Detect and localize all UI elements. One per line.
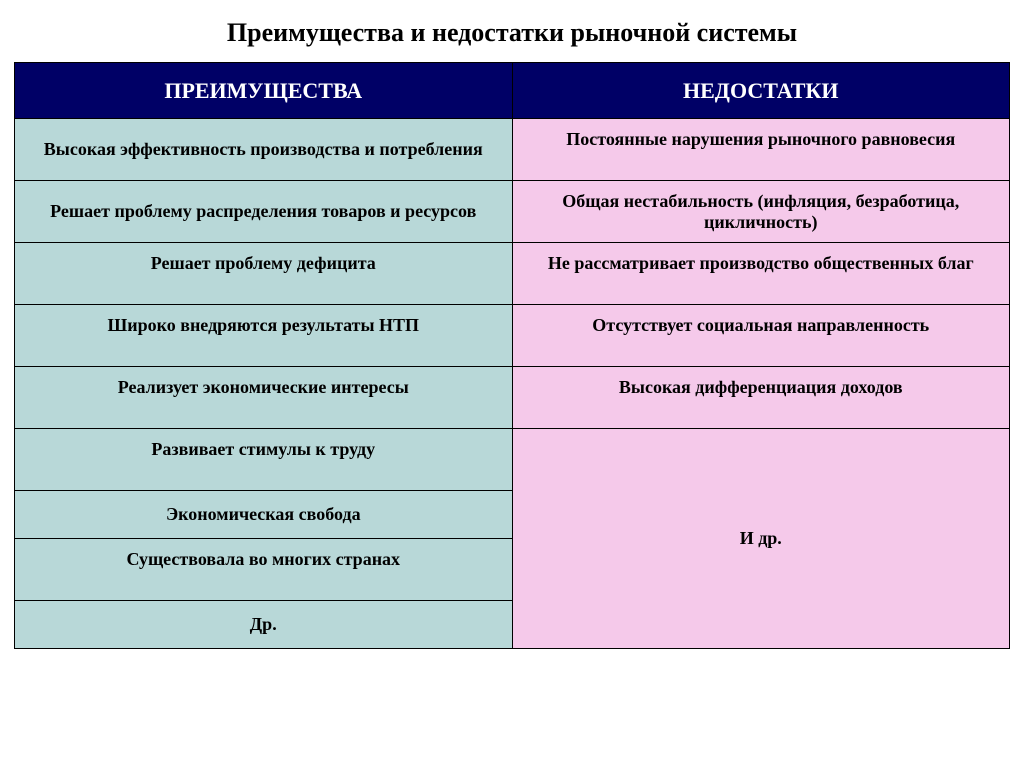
advantage-cell: Существовала во многих странах <box>15 539 513 601</box>
disadvantage-cell: Высокая дифференциация доходов <box>512 367 1010 429</box>
advantage-cell: Высокая эффективность производства и пот… <box>15 119 513 181</box>
table-header-row: ПРЕИМУЩЕСТВА НЕДОСТАТКИ <box>15 63 1010 119</box>
advantage-cell: Решает проблему распределения товаров и … <box>15 181 513 243</box>
advantage-cell: Решает проблему дефицита <box>15 243 513 305</box>
table-row: Высокая эффективность производства и пот… <box>15 119 1010 181</box>
table-row: Развивает стимулы к труду И др. <box>15 429 1010 491</box>
header-advantages: ПРЕИМУЩЕСТВА <box>15 63 513 119</box>
disadvantage-cell: Постоянные нарушения рыночного равновеси… <box>512 119 1010 181</box>
header-disadvantages: НЕДОСТАТКИ <box>512 63 1010 119</box>
table-row: Широко внедряются результаты НТП Отсутст… <box>15 305 1010 367</box>
page-title: Преимущества и недостатки рыночной систе… <box>14 18 1010 48</box>
advantage-cell: Развивает стимулы к труду <box>15 429 513 491</box>
advantage-cell: Экономическая свобода <box>15 491 513 539</box>
table-row: Реализует экономические интересы Высокая… <box>15 367 1010 429</box>
disadvantage-cell: Не рассматривает производство общественн… <box>512 243 1010 305</box>
advantage-cell: Др. <box>15 601 513 649</box>
table-row: Решает проблему дефицита Не рассматривае… <box>15 243 1010 305</box>
table-row: Решает проблему распределения товаров и … <box>15 181 1010 243</box>
disadvantage-cell-merged: И др. <box>512 429 1010 649</box>
advantage-cell: Широко внедряются результаты НТП <box>15 305 513 367</box>
advantage-cell: Реализует экономические интересы <box>15 367 513 429</box>
disadvantage-cell: Отсутствует социальная направленность <box>512 305 1010 367</box>
disadvantage-cell: Общая нестабильность (инфляция, безработ… <box>512 181 1010 243</box>
comparison-table: ПРЕИМУЩЕСТВА НЕДОСТАТКИ Высокая эффектив… <box>14 62 1010 649</box>
